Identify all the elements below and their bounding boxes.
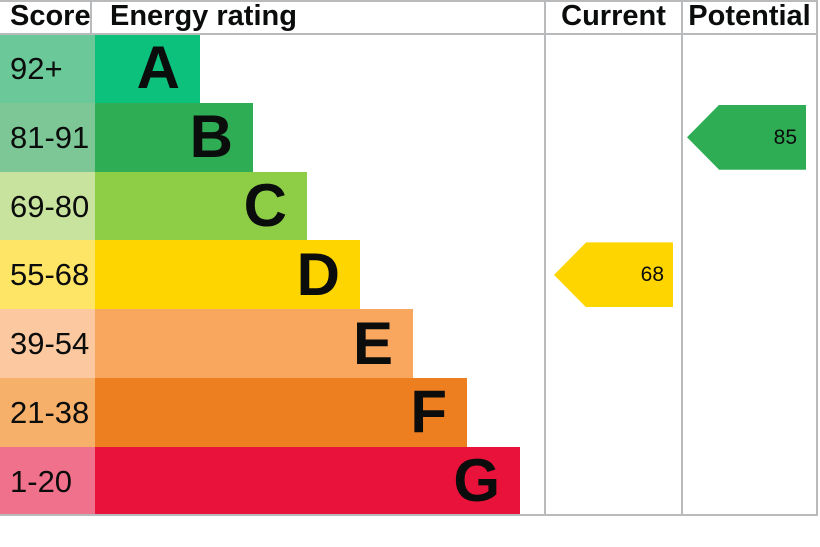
band-letter: A xyxy=(136,34,180,102)
score-column-divider-line xyxy=(90,0,92,33)
header-score: Score xyxy=(10,0,91,32)
band-bar-e: E xyxy=(95,309,413,378)
band-letter: B xyxy=(189,103,233,171)
score-range: 69-80 xyxy=(0,171,95,241)
header-potential: Potential xyxy=(688,0,811,32)
score-range: 55-68 xyxy=(0,240,95,310)
band-row-a: 92+ A xyxy=(0,34,820,103)
current-column-divider-line xyxy=(544,0,546,516)
band-letter: E xyxy=(352,309,393,377)
band-row-b: 81-91 B xyxy=(0,102,820,172)
header-energy-rating: Energy rating xyxy=(110,0,297,32)
header-divider-line xyxy=(0,33,818,35)
bottom-border-line xyxy=(0,514,818,516)
band-bar-c: C xyxy=(95,171,307,241)
band-row-d: 55-68 D xyxy=(0,240,820,310)
top-border-line xyxy=(0,0,818,2)
header-current: Current xyxy=(561,0,666,32)
band-bar-a: A xyxy=(95,34,200,103)
band-letter: G xyxy=(453,447,500,515)
score-range: 81-91 xyxy=(0,102,95,172)
score-range: 21-38 xyxy=(0,378,95,447)
band-row-g: 1-20 G xyxy=(0,446,820,516)
score-range: 1-20 xyxy=(0,446,95,516)
band-letter: D xyxy=(296,240,340,308)
score-range: 39-54 xyxy=(0,309,95,378)
band-letter: C xyxy=(243,171,287,239)
band-row-c: 69-80 C xyxy=(0,171,820,241)
band-row-f: 21-38 F xyxy=(0,378,820,447)
band-bar-f: F xyxy=(95,378,467,447)
band-row-e: 39-54 E xyxy=(0,309,820,378)
band-bar-b: B xyxy=(95,102,253,172)
band-letter: F xyxy=(410,378,447,446)
potential-rating-value: 85 xyxy=(773,125,797,149)
band-bar-d: D xyxy=(95,240,360,310)
right-border-line xyxy=(816,0,818,516)
band-bar-g: G xyxy=(95,446,520,516)
potential-column-divider-line xyxy=(681,0,683,516)
score-range: 92+ xyxy=(0,34,95,103)
current-rating-value: 68 xyxy=(640,263,664,287)
